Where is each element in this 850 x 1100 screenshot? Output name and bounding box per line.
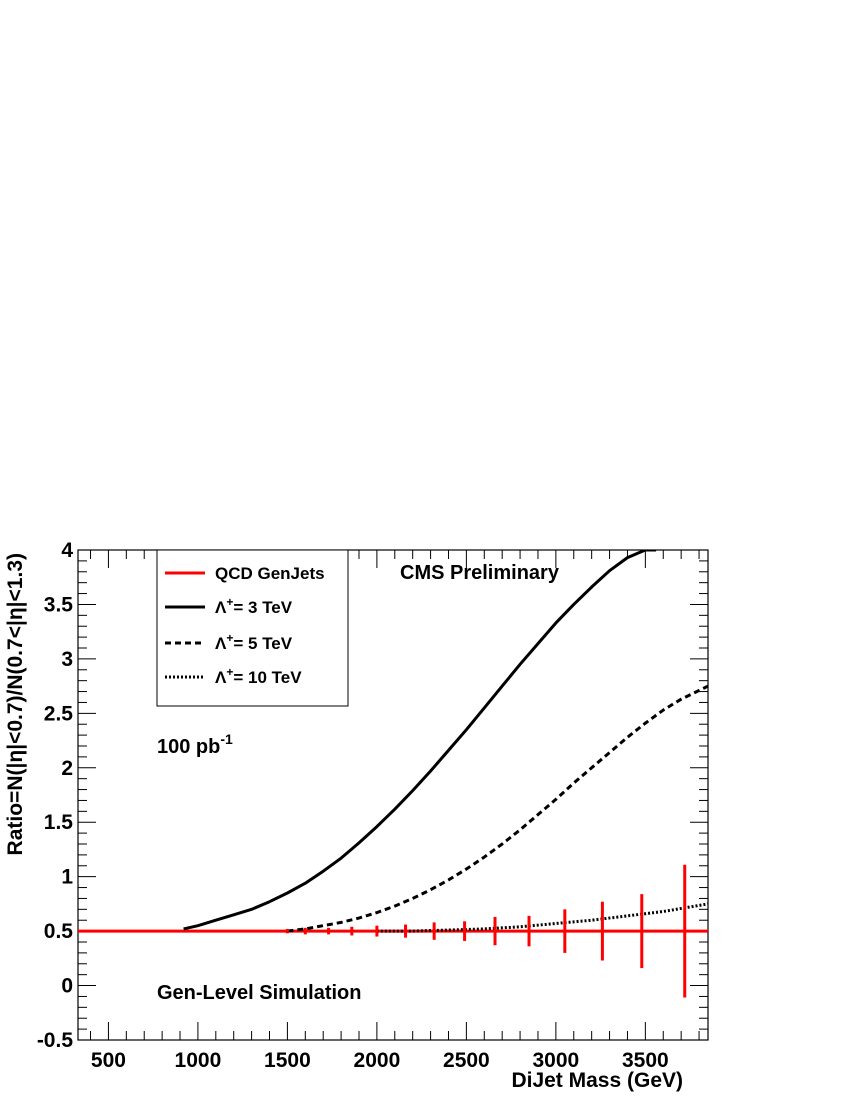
legend-label-qcd: QCD GenJets <box>215 564 325 583</box>
legend-label-5tev-sup: + <box>226 631 233 645</box>
luminosity-base: 100 pb <box>157 736 220 758</box>
y-tick-label: 2 <box>61 757 73 780</box>
y-tick-label: 4 <box>61 539 73 562</box>
y-tick-label: 3 <box>61 648 73 671</box>
legend-label-5tev: Λ+= 5 TeV <box>215 631 293 653</box>
y-axis-title: Ratio=N(|η|<0.7)/N(0.7<|η|<1.3) <box>4 553 27 855</box>
legend-label-10tev-sup: + <box>226 665 233 679</box>
y-axis-tick-labels: -0.5 0 0.5 1 1.5 2 2.5 3 3.5 4 <box>37 539 74 1052</box>
y-tick-label: 0 <box>61 975 73 998</box>
x-tick-label: 2500 <box>443 1049 490 1072</box>
legend-label-10tev: Λ+= 10 TeV <box>215 665 302 687</box>
y-tick-label: 0.5 <box>44 920 74 943</box>
x-tick-label: 3500 <box>622 1049 669 1072</box>
series-lambda-3tev-line <box>183 550 657 931</box>
legend-label-10tev-suffix: = 10 TeV <box>233 668 302 687</box>
legend-label-5tev-suffix: = 5 TeV <box>233 634 292 653</box>
legend-label-10tev-prefix: Λ <box>215 668 227 687</box>
x-tick-label: 3000 <box>533 1049 580 1072</box>
luminosity-sup: -1 <box>220 731 233 747</box>
legend-label-3tev-sup: + <box>226 595 233 609</box>
x-tick-label: 1000 <box>175 1049 222 1072</box>
errorbar-layer <box>285 864 687 998</box>
y-tick-label: -0.5 <box>37 1029 74 1052</box>
y-tick-label: 1 <box>61 866 73 889</box>
y-tick-label: 1.5 <box>44 811 74 834</box>
y-tick-label: 2.5 <box>44 702 74 725</box>
x-axis-title: DiJet Mass (GeV) <box>511 1069 683 1092</box>
y-tick-label: 3.5 <box>44 593 74 616</box>
legend-label-3tev-suffix: = 3 TeV <box>233 598 292 617</box>
legend: QCD GenJets Λ+= 3 TeV Λ+= 5 TeV Λ+= 10 T… <box>156 549 349 707</box>
legend-label-3tev: Λ+= 3 TeV <box>215 595 293 617</box>
x-tick-label: 2000 <box>354 1049 401 1072</box>
series-lambda-10tev-line <box>376 902 708 933</box>
legend-box <box>156 549 349 707</box>
series-lambda-5tev-line <box>287 684 708 933</box>
legend-label-3tev-prefix: Λ <box>215 598 227 617</box>
x-tick-label: 1500 <box>264 1049 311 1072</box>
gen-level-simulation-label: Gen-Level Simulation <box>157 982 361 1004</box>
legend-label-5tev-prefix: Λ <box>215 634 227 653</box>
x-axis-tick-labels: 500 1000 1500 2000 2500 3000 3500 <box>91 1049 669 1072</box>
cms-preliminary-label: CMS Preliminary <box>400 562 560 584</box>
x-tick-label: 500 <box>91 1049 126 1072</box>
luminosity-label: 100 pb-1 <box>157 731 233 758</box>
